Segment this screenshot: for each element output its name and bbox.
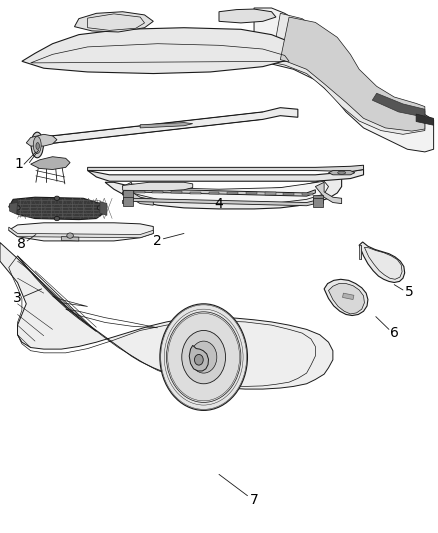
Ellipse shape	[166, 312, 241, 402]
Polygon shape	[254, 8, 434, 152]
Polygon shape	[171, 191, 182, 193]
Ellipse shape	[182, 330, 226, 384]
Text: 1: 1	[14, 157, 23, 171]
Polygon shape	[123, 181, 328, 203]
Polygon shape	[313, 195, 323, 203]
Polygon shape	[123, 198, 315, 206]
Polygon shape	[189, 345, 208, 371]
Polygon shape	[26, 134, 57, 146]
Polygon shape	[265, 192, 276, 195]
Polygon shape	[123, 197, 133, 206]
Ellipse shape	[54, 196, 60, 200]
Polygon shape	[313, 198, 323, 207]
Polygon shape	[123, 182, 153, 205]
Polygon shape	[22, 28, 298, 74]
Ellipse shape	[191, 341, 217, 373]
Polygon shape	[272, 13, 425, 134]
Ellipse shape	[15, 206, 20, 210]
Polygon shape	[123, 190, 133, 199]
Polygon shape	[134, 191, 145, 193]
Text: 3: 3	[13, 292, 22, 305]
Polygon shape	[208, 192, 219, 194]
Ellipse shape	[54, 216, 60, 221]
Polygon shape	[328, 284, 364, 314]
Text: 7: 7	[250, 493, 258, 507]
Polygon shape	[9, 223, 153, 241]
Polygon shape	[280, 17, 425, 131]
Text: 5: 5	[405, 285, 414, 299]
Ellipse shape	[67, 233, 73, 238]
Polygon shape	[74, 12, 153, 32]
Polygon shape	[359, 245, 361, 259]
Polygon shape	[302, 193, 313, 195]
Text: 2: 2	[153, 234, 162, 248]
Text: 8: 8	[17, 237, 25, 251]
Ellipse shape	[31, 132, 43, 158]
Ellipse shape	[194, 354, 203, 365]
Ellipse shape	[160, 304, 247, 410]
Polygon shape	[0, 243, 333, 389]
Ellipse shape	[97, 206, 102, 210]
Polygon shape	[219, 9, 276, 23]
Polygon shape	[105, 177, 342, 209]
Polygon shape	[328, 171, 355, 175]
Polygon shape	[152, 191, 163, 193]
Polygon shape	[9, 197, 105, 220]
Polygon shape	[227, 192, 238, 194]
Polygon shape	[88, 169, 364, 181]
Polygon shape	[190, 191, 201, 193]
Ellipse shape	[36, 143, 39, 150]
Polygon shape	[140, 123, 193, 128]
Text: 4: 4	[215, 197, 223, 211]
Polygon shape	[246, 192, 257, 195]
Polygon shape	[9, 227, 153, 238]
Polygon shape	[343, 293, 354, 300]
Polygon shape	[100, 201, 107, 215]
Polygon shape	[315, 182, 342, 204]
Polygon shape	[324, 279, 368, 316]
Polygon shape	[88, 165, 364, 172]
Ellipse shape	[338, 171, 346, 174]
Polygon shape	[10, 203, 18, 214]
Polygon shape	[123, 182, 193, 191]
Ellipse shape	[33, 136, 41, 154]
Polygon shape	[372, 93, 425, 117]
Polygon shape	[31, 157, 70, 169]
Polygon shape	[416, 114, 434, 125]
Polygon shape	[123, 189, 315, 196]
Polygon shape	[61, 237, 79, 241]
Polygon shape	[283, 193, 294, 195]
Polygon shape	[37, 108, 298, 145]
Polygon shape	[359, 242, 405, 282]
Text: 6: 6	[390, 326, 399, 340]
